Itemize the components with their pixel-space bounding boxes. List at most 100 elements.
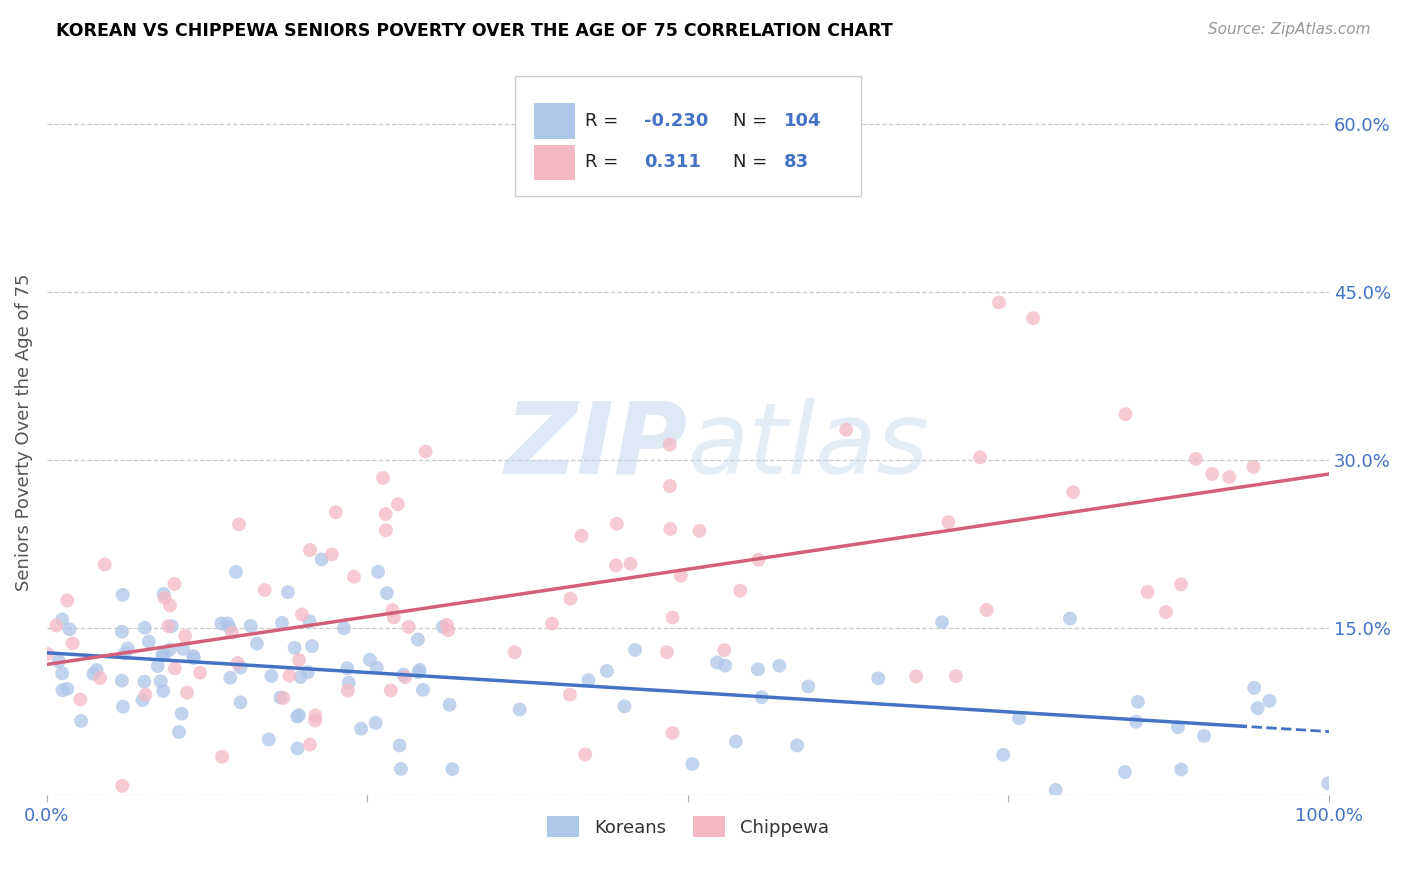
Point — [134, 674, 156, 689]
Point — [714, 658, 737, 673]
Point — [288, 653, 311, 667]
Point — [62, 636, 84, 650]
Point — [159, 642, 181, 657]
Point — [336, 661, 359, 675]
Point — [48, 654, 70, 668]
Point — [58, 622, 80, 636]
Point — [441, 762, 464, 776]
Point — [163, 577, 186, 591]
Point — [157, 619, 180, 633]
Point — [1045, 783, 1067, 797]
Point — [343, 570, 366, 584]
Point — [350, 722, 373, 736]
Point — [287, 741, 309, 756]
Point — [277, 585, 299, 599]
Point — [111, 699, 134, 714]
Point — [298, 614, 321, 628]
Point — [689, 524, 711, 538]
Point — [117, 641, 139, 656]
Point — [134, 688, 156, 702]
Point — [366, 661, 388, 675]
Point — [153, 648, 176, 663]
Point — [1317, 776, 1340, 790]
Point — [371, 471, 394, 485]
Text: N =: N = — [733, 112, 768, 130]
Point — [271, 690, 294, 705]
Point — [392, 667, 415, 681]
Point — [209, 616, 232, 631]
Point — [291, 607, 314, 622]
Point — [325, 505, 347, 519]
Point — [661, 726, 683, 740]
Point — [387, 497, 409, 511]
Point — [1125, 714, 1147, 729]
Point — [228, 517, 250, 532]
Point — [321, 548, 343, 562]
Point — [439, 698, 461, 712]
Point — [1062, 485, 1084, 500]
Point — [380, 683, 402, 698]
Point — [301, 639, 323, 653]
Point — [945, 669, 967, 683]
Text: R =: R = — [585, 153, 624, 171]
Legend: Koreans, Chippewa: Koreans, Chippewa — [540, 809, 837, 845]
Point — [367, 565, 389, 579]
Point — [336, 683, 359, 698]
Point — [669, 568, 692, 582]
Point — [751, 690, 773, 705]
Point — [987, 295, 1010, 310]
Point — [394, 670, 416, 684]
Point — [278, 669, 301, 683]
Point — [1201, 467, 1223, 481]
Point — [509, 702, 531, 716]
Point — [170, 706, 193, 721]
Point — [246, 637, 269, 651]
Point — [172, 642, 194, 657]
Point — [835, 423, 858, 437]
Point — [1170, 763, 1192, 777]
FancyBboxPatch shape — [534, 145, 575, 180]
Point — [768, 658, 790, 673]
Point — [659, 522, 682, 536]
Point — [658, 479, 681, 493]
Point — [111, 624, 134, 639]
Point — [605, 558, 627, 573]
Point — [606, 516, 628, 531]
Point — [541, 616, 564, 631]
Point — [624, 643, 647, 657]
Point — [298, 738, 321, 752]
Point — [93, 558, 115, 572]
Point — [86, 663, 108, 677]
Point — [285, 709, 308, 723]
Point — [337, 675, 360, 690]
Text: R =: R = — [585, 112, 624, 130]
Point — [1059, 612, 1081, 626]
Point — [51, 612, 73, 626]
Point — [868, 672, 890, 686]
Point — [976, 603, 998, 617]
Point — [188, 665, 211, 680]
Point — [382, 610, 405, 624]
Point — [260, 669, 283, 683]
Text: ZIP: ZIP — [505, 398, 688, 495]
Point — [574, 747, 596, 762]
Point — [269, 690, 291, 705]
Point — [70, 714, 93, 728]
Point — [436, 618, 458, 632]
Point — [174, 629, 197, 643]
Point — [969, 450, 991, 465]
Point — [226, 656, 249, 670]
Text: Source: ZipAtlas.com: Source: ZipAtlas.com — [1208, 22, 1371, 37]
Point — [221, 625, 243, 640]
Point — [503, 645, 526, 659]
Point — [931, 615, 953, 630]
Point — [409, 663, 432, 677]
Point — [111, 588, 134, 602]
Point — [138, 634, 160, 648]
Point — [1126, 695, 1149, 709]
Text: atlas: atlas — [688, 398, 929, 495]
Point — [381, 603, 404, 617]
Point — [375, 523, 398, 537]
Point — [1008, 711, 1031, 725]
Point — [146, 659, 169, 673]
